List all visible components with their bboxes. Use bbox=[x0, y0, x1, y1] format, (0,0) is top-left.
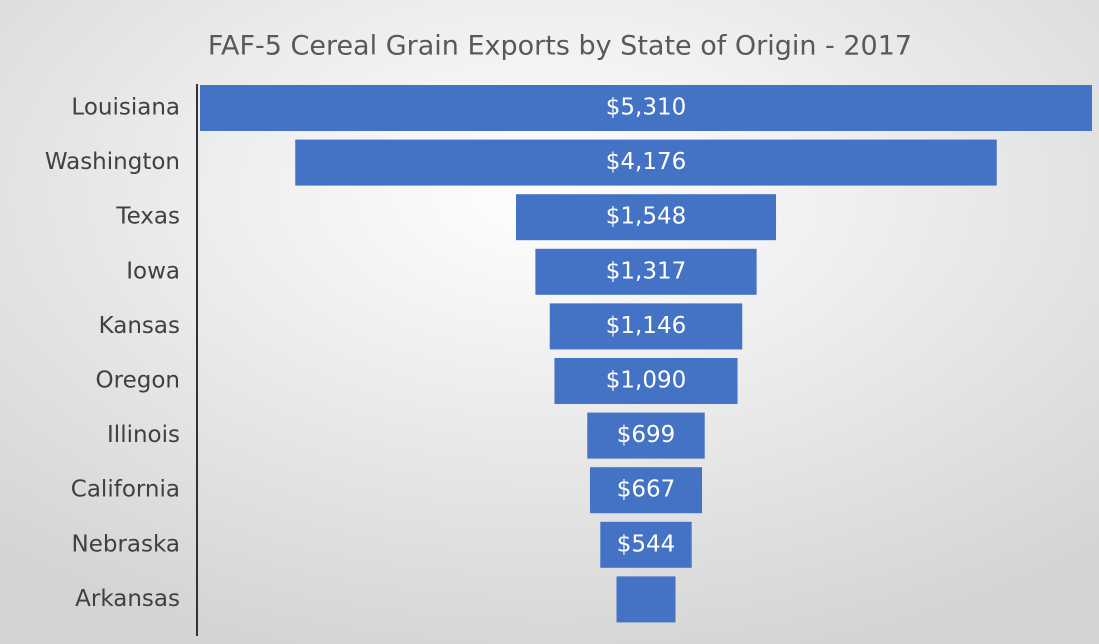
bar bbox=[587, 412, 705, 459]
data-label: $699 bbox=[617, 422, 676, 448]
chart-title: FAF-5 Cereal Grain Exports by State of O… bbox=[208, 31, 912, 62]
bar bbox=[600, 521, 692, 568]
category-label: Illinois bbox=[107, 422, 180, 448]
data-label: $1,090 bbox=[606, 368, 686, 394]
data-label: $1,317 bbox=[606, 258, 686, 284]
category-label: Iowa bbox=[126, 258, 180, 284]
category-label: Washington bbox=[45, 149, 180, 175]
data-label: $4,176 bbox=[606, 149, 686, 175]
category-label: Kansas bbox=[99, 313, 180, 339]
data-label: $1,548 bbox=[606, 204, 686, 230]
data-label: $1,146 bbox=[606, 313, 686, 339]
bar bbox=[589, 467, 703, 514]
data-label: $5,310 bbox=[606, 95, 686, 121]
bar bbox=[515, 194, 777, 241]
bar bbox=[200, 85, 1092, 131]
category-label: Oregon bbox=[96, 368, 180, 394]
category-label: Nebraska bbox=[72, 531, 181, 557]
bar bbox=[554, 358, 738, 404]
category-label: California bbox=[71, 477, 180, 503]
category-label: Texas bbox=[115, 204, 180, 230]
bar bbox=[616, 576, 676, 623]
category-label: Louisiana bbox=[71, 95, 180, 121]
category-label: Arkansas bbox=[75, 586, 180, 612]
bar bbox=[535, 248, 757, 295]
bar bbox=[549, 303, 743, 350]
bar bbox=[295, 139, 997, 186]
data-label: $667 bbox=[617, 477, 676, 503]
data-label: $544 bbox=[617, 531, 676, 557]
